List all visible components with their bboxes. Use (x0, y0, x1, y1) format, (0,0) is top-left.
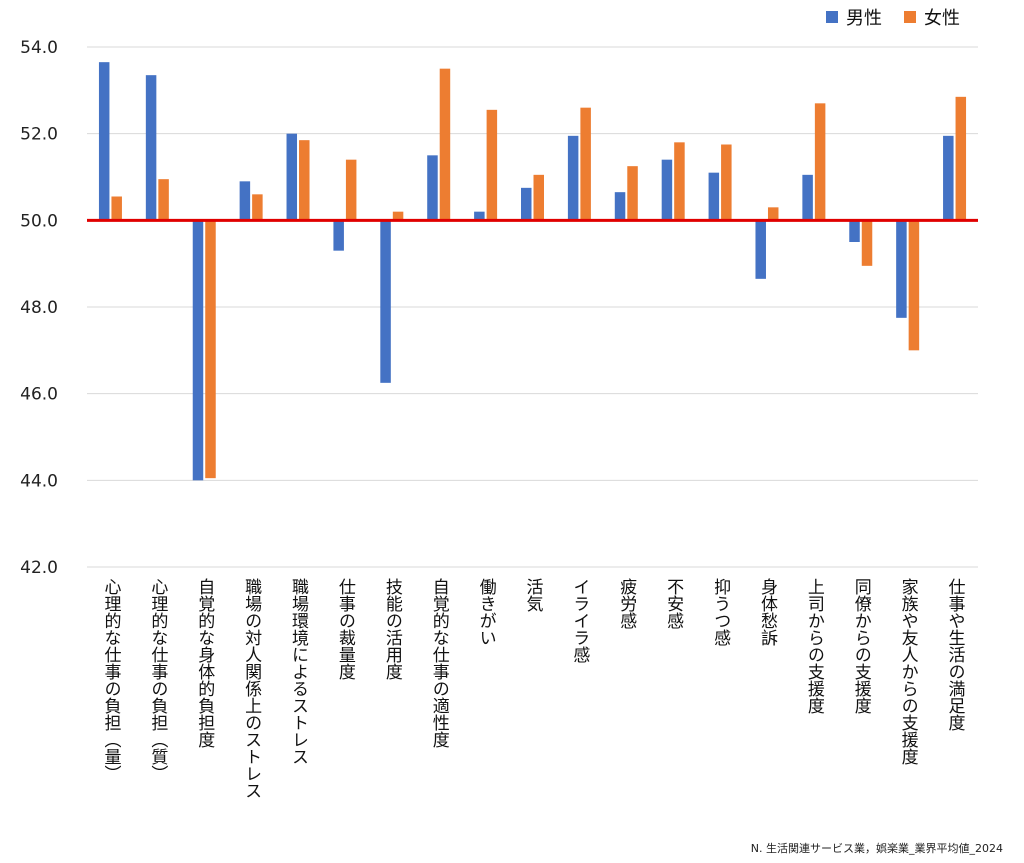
y-tick-label: 50.0 (20, 211, 58, 231)
category-label: 心理的な仕事の負担（質） (147, 578, 168, 782)
bar-male (521, 187, 532, 221)
category-label: 疲労感 (616, 578, 637, 629)
category-labels: 心理的な仕事の負担（量） 心理的な仕事の負担（質） 自覚的な身体的負担度 職場の対人関… (100, 578, 965, 799)
bar-male (192, 220, 204, 481)
category-label: イライラ感 (569, 578, 590, 663)
bar-female (674, 142, 685, 221)
bar-male (614, 192, 626, 221)
bar-female (486, 109, 498, 221)
legend-swatch (904, 11, 916, 23)
bar-male (567, 135, 579, 221)
y-tick-label: 52.0 (20, 125, 58, 145)
y-axis-ticks: 42.0 44.0 46.0 48.0 50.0 52.0 54.0 (20, 38, 58, 578)
category-label: 仕事や生活の満足度 (945, 578, 966, 731)
category-label: 身体愁訴 (757, 578, 778, 646)
footnote: N. 生活関連サービス業，娯楽業_業界平均値_2024 (751, 841, 1003, 855)
category-label: 抑うつ感 (710, 578, 731, 646)
category-label: 働きがい (476, 578, 497, 646)
bar-male (145, 75, 157, 221)
bar-male (896, 220, 907, 318)
bar-female (111, 196, 122, 221)
bar-female (252, 194, 263, 221)
y-tick-label: 54.0 (20, 38, 58, 58)
bar-male (802, 174, 813, 221)
category-label: 自覚的な仕事の適性度 (429, 578, 450, 748)
category-label: 仕事の裁量度 (335, 578, 356, 680)
y-tick-label: 44.0 (20, 471, 58, 491)
bar-female (205, 220, 216, 479)
bar-female (533, 174, 544, 221)
category-label: 技能の活用度 (382, 578, 403, 680)
y-tick-label: 48.0 (20, 298, 58, 318)
legend-label: 女性 (924, 8, 960, 29)
category-label: 家族や友人からの支援度 (898, 578, 919, 765)
category-label: 職場環境によるストレス (288, 578, 309, 765)
bar-male (943, 135, 954, 221)
bar-female (721, 144, 732, 221)
bar-female (627, 166, 638, 221)
bar-female (908, 220, 920, 351)
y-tick-label: 42.0 (20, 558, 58, 578)
bar-female (439, 68, 451, 221)
y-tick-label: 46.0 (20, 385, 58, 405)
bar-male (286, 133, 298, 221)
category-label: 自覚的な身体的負担度 (194, 578, 215, 748)
bar-female (392, 211, 404, 221)
bar-female (345, 159, 357, 221)
legend-swatch (826, 11, 838, 23)
legend-label: 男性 (846, 8, 882, 29)
bar-male (708, 172, 720, 221)
bar-male (427, 155, 438, 221)
legend: 男性 女性 (826, 8, 960, 29)
bar-female (861, 220, 873, 266)
bars (98, 62, 967, 481)
gridlines (87, 46, 978, 568)
bar-male (755, 220, 766, 279)
bar-female (158, 179, 169, 221)
bar-male (98, 62, 110, 221)
bar-male (661, 159, 673, 221)
bar-female (767, 207, 779, 221)
category-label: 職場の対人関係上のストレス (241, 578, 262, 799)
category-label: 不安感 (663, 578, 684, 629)
bar-male (849, 220, 860, 242)
category-label: 心理的な仕事の負担（量） (100, 578, 121, 782)
category-label: 上司からの支援度 (804, 578, 825, 714)
bar-female (814, 103, 826, 221)
bar-female (299, 140, 310, 221)
bar-male (380, 220, 391, 383)
category-label: 活気 (523, 578, 544, 613)
bar-male (239, 181, 251, 221)
bar-male (474, 211, 485, 221)
bar-male (333, 220, 344, 251)
bar-female (955, 96, 967, 221)
bar-female (580, 107, 591, 221)
category-label: 同僚からの支援度 (851, 578, 872, 714)
